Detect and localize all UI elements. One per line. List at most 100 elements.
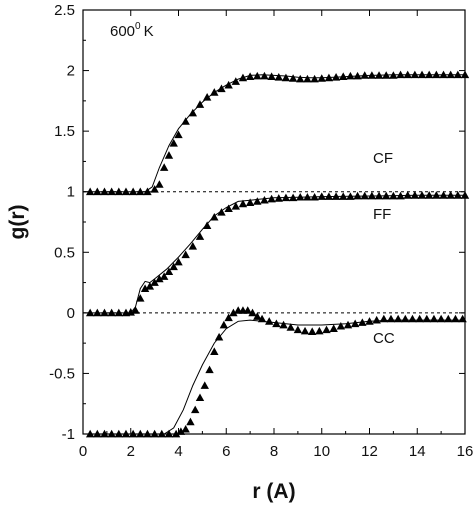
data-point xyxy=(460,191,470,199)
data-point xyxy=(176,427,186,435)
data-point xyxy=(100,187,109,196)
data-point xyxy=(191,405,200,414)
data-point xyxy=(336,321,346,330)
data-point xyxy=(260,71,269,80)
data-point xyxy=(422,314,431,323)
data-point xyxy=(339,72,348,80)
data-point xyxy=(195,100,205,108)
data-point xyxy=(281,193,291,202)
x-tick-label: 12 xyxy=(361,443,378,460)
data-point xyxy=(121,429,131,438)
data-point xyxy=(93,187,102,196)
data-point xyxy=(202,221,212,229)
data-point xyxy=(429,314,439,323)
data-point xyxy=(85,308,95,317)
fit-line xyxy=(83,74,465,193)
data-point xyxy=(353,191,362,200)
data-point xyxy=(159,163,169,171)
data-point xyxy=(257,314,267,323)
data-point xyxy=(238,199,248,208)
data-point xyxy=(205,365,214,374)
data-point xyxy=(200,381,209,389)
data-point xyxy=(324,192,334,200)
data-point xyxy=(360,191,369,200)
y-tick-label: -0.5 xyxy=(49,365,75,382)
data-point xyxy=(202,93,212,101)
data-point xyxy=(322,325,331,334)
data-point xyxy=(107,429,116,438)
y-tick-label: 0.5 xyxy=(54,244,75,261)
data-point xyxy=(150,278,159,286)
data-point xyxy=(389,191,398,200)
data-point xyxy=(324,73,334,82)
data-point xyxy=(188,108,198,117)
data-point xyxy=(424,191,434,199)
data-point xyxy=(353,71,362,80)
data-point xyxy=(248,308,257,317)
data-point xyxy=(317,74,326,82)
data-point xyxy=(358,318,367,326)
data-points xyxy=(85,70,470,438)
data-point xyxy=(114,429,124,438)
data-point xyxy=(231,202,240,210)
data-point xyxy=(150,429,159,438)
data-point xyxy=(100,308,109,317)
x-tick-label: 0 xyxy=(79,443,87,460)
data-point xyxy=(439,70,448,79)
data-point xyxy=(339,192,348,200)
data-point xyxy=(128,187,138,196)
y-tick-label: 0 xyxy=(67,305,75,322)
data-point xyxy=(417,191,427,199)
data-point xyxy=(157,429,166,438)
data-point xyxy=(446,191,455,199)
data-point xyxy=(343,320,353,329)
data-point xyxy=(238,73,248,82)
x-tick-label: 6 xyxy=(222,443,230,460)
y-tick-label: 2.5 xyxy=(54,2,75,19)
data-point xyxy=(181,424,190,433)
data-point xyxy=(360,71,369,79)
data-point xyxy=(279,320,288,329)
cf-label: CF xyxy=(373,150,393,167)
plot-area xyxy=(82,9,466,435)
data-point xyxy=(224,313,233,322)
data-point xyxy=(100,429,109,438)
data-point xyxy=(164,151,174,159)
data-point xyxy=(296,74,305,83)
data-point xyxy=(245,198,255,206)
data-point xyxy=(265,317,274,325)
data-point xyxy=(140,284,150,292)
data-point xyxy=(114,308,124,317)
data-point xyxy=(439,191,448,199)
data-point xyxy=(396,70,405,79)
data-point xyxy=(195,393,205,402)
ff-label: FF xyxy=(373,206,391,223)
data-point xyxy=(396,191,405,200)
data-point xyxy=(346,71,355,80)
data-point xyxy=(214,332,224,341)
x-tick-label: 4 xyxy=(174,443,182,460)
data-point xyxy=(217,84,226,93)
data-point xyxy=(210,347,219,355)
data-point xyxy=(350,319,360,328)
data-point xyxy=(393,314,403,323)
data-point xyxy=(329,324,338,332)
data-point xyxy=(272,319,281,328)
data-point xyxy=(310,192,319,201)
data-point xyxy=(245,72,255,80)
data-point xyxy=(410,191,420,199)
data-point xyxy=(453,70,463,79)
data-point xyxy=(219,320,229,329)
data-point xyxy=(155,180,164,188)
data-point xyxy=(417,70,427,79)
data-point xyxy=(131,306,140,314)
data-point xyxy=(286,323,295,331)
data-point xyxy=(382,191,391,200)
data-point xyxy=(136,187,145,196)
data-point xyxy=(114,187,124,196)
data-point xyxy=(210,212,219,221)
data-point xyxy=(432,70,441,79)
data-point xyxy=(145,282,155,290)
data-point xyxy=(408,314,417,323)
